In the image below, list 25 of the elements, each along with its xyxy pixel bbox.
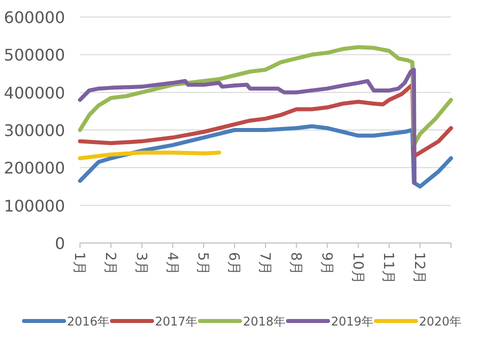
y-tick-label: 600000	[4, 8, 65, 27]
x-tick-label: 10月	[349, 252, 366, 284]
line-series	[78, 68, 417, 185]
legend-label: 2017年	[155, 314, 198, 328]
x-tick-label: 1月	[71, 252, 87, 275]
y-tick-label: 400000	[4, 83, 65, 102]
x-tick-label: 11月	[380, 252, 396, 284]
x-tick-label: 4月	[164, 252, 180, 275]
legend-label: 2019年	[331, 314, 374, 328]
y-tick-label: 500000	[4, 46, 65, 65]
x-tick-label: 8月	[287, 252, 304, 275]
x-tick-label: 9月	[318, 252, 334, 275]
y-tick-label: 200000	[4, 158, 65, 178]
legend-label: 2018年	[243, 314, 286, 328]
x-tick-label: 6月	[226, 252, 242, 275]
y-tick-label: 100000	[4, 196, 65, 216]
y-tick-label: 300000	[4, 121, 65, 140]
legend-label: 2016年	[67, 314, 110, 328]
x-tick-label: 3月	[132, 252, 149, 275]
x-tick-label: 7月	[256, 252, 272, 275]
legend-label: 2020年	[419, 314, 462, 328]
y-tick-label: 0	[54, 234, 65, 253]
x-tick-label: 2月	[102, 252, 118, 275]
x-tick-label: 12月	[411, 252, 428, 284]
x-tick-label: 5月	[194, 252, 211, 275]
